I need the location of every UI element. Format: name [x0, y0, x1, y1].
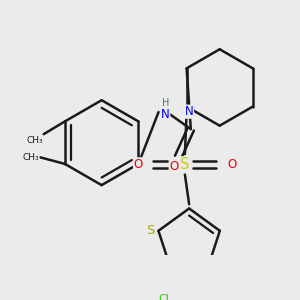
Text: S: S [180, 157, 190, 172]
Text: CH₃: CH₃ [22, 153, 39, 162]
Text: CH₃: CH₃ [27, 136, 44, 146]
Text: O: O [134, 158, 143, 171]
Text: N: N [185, 105, 194, 118]
Text: Cl: Cl [158, 294, 169, 300]
Text: O: O [227, 158, 236, 171]
Text: N: N [161, 108, 170, 121]
Text: H: H [162, 98, 169, 108]
Text: S: S [146, 224, 154, 237]
Text: O: O [169, 160, 178, 173]
